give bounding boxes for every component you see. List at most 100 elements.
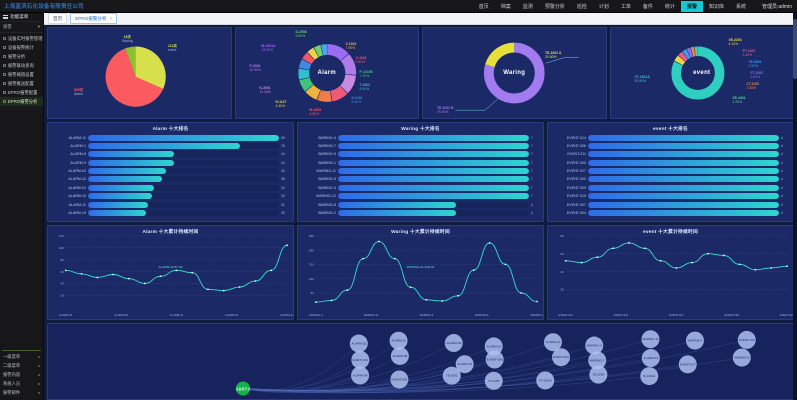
topnav-item-1[interactable]: 档案 [500, 3, 511, 10]
bar-row[interactable]: ALARM-1 78 [52, 142, 289, 149]
topnav-item-3[interactable]: 预警分析 [544, 3, 565, 10]
graph-node[interactable] [390, 370, 409, 389]
bar-row[interactable]: ALARM-8 44 [52, 151, 289, 158]
line-point[interactable] [346, 289, 349, 291]
panel-relation-graph[interactable]: ALARM-02 ALARM-11 ALARM-09 ALARM-01 ALARM-12… [47, 323, 794, 400]
line-point[interactable] [738, 263, 741, 266]
line-point[interactable] [488, 242, 491, 244]
graph-node[interactable] [588, 351, 607, 370]
graph-node[interactable] [455, 355, 474, 374]
line-point[interactable] [128, 277, 130, 280]
line-point[interactable] [770, 267, 773, 269]
topnav-item-10[interactable]: 知识库 [708, 3, 724, 10]
line-point[interactable] [330, 299, 333, 302]
line-point[interactable] [786, 265, 788, 268]
line-point[interactable] [722, 254, 725, 257]
sidebar-footer-item-0[interactable]: 一级菜单 [0, 352, 43, 361]
bar-row[interactable]: ALARM-10 33 [52, 193, 289, 200]
line-point[interactable] [536, 300, 538, 303]
graph-node[interactable] [484, 371, 503, 390]
topnav-item-2[interactable]: 监测 [522, 3, 533, 10]
line-point[interactable] [96, 276, 99, 279]
line-point[interactable] [564, 259, 567, 262]
bar-row[interactable]: ALARM-01 34 [52, 184, 289, 191]
topnav-item-5[interactable]: 计划 [598, 3, 609, 10]
sidebar-item-2[interactable]: 报警分析 [0, 52, 43, 61]
graph-node[interactable] [678, 355, 697, 374]
graph-node[interactable] [442, 366, 461, 385]
bar-row[interactable]: EVENT-002 4 [552, 176, 789, 183]
graph-node[interactable] [732, 348, 751, 367]
line-point[interactable] [175, 269, 178, 272]
topnav-item-0[interactable]: 首页 [478, 3, 489, 10]
line-point[interactable] [270, 269, 273, 272]
sidebar-item-3[interactable]: 报警联动查询 [0, 61, 43, 70]
topnav-item-8[interactable]: 统计 [664, 3, 675, 10]
bar-row[interactable]: EVENT-006 4 [552, 142, 789, 149]
bar-row[interactable]: ALARM-12 38 [52, 176, 289, 183]
bar-row[interactable]: WARING-1 7 [302, 159, 539, 166]
chevron-down-icon[interactable]: ▾ [37, 24, 40, 29]
line-point[interactable] [628, 242, 630, 244]
line-point[interactable] [64, 269, 67, 272]
line-point[interactable] [659, 259, 662, 262]
sidebar-item-5[interactable]: 报警推送配置 [0, 79, 43, 88]
bar-row[interactable]: WARING-9 7 [302, 151, 539, 158]
topnav-item-6[interactable]: 工单 [620, 3, 631, 10]
line-point[interactable] [254, 280, 257, 282]
line-point[interactable] [754, 268, 757, 271]
graph-node[interactable] [351, 350, 370, 369]
line-point[interactable] [378, 240, 380, 243]
line-point[interactable] [691, 261, 694, 264]
bar-row[interactable]: WARING-5 7 [302, 176, 539, 183]
graph-node[interactable] [552, 348, 571, 367]
bar-row[interactable]: ALARM-11 31 [52, 201, 289, 208]
graph-node[interactable] [349, 334, 368, 353]
line-point[interactable] [580, 261, 583, 264]
line-point[interactable] [643, 247, 646, 250]
line-point[interactable] [207, 288, 209, 291]
sidebar-footer-item-2[interactable]: 报警内容 [0, 370, 43, 379]
graph-node[interactable] [484, 337, 503, 356]
graph-node[interactable] [641, 349, 660, 368]
page-scrollbar[interactable] [793, 13, 797, 400]
topnav-item-11[interactable]: 系统 [735, 3, 746, 10]
tab-epro-alarm-analysis[interactable]: EPRO报警分析 × [70, 13, 118, 24]
bar-row[interactable]: WARING-4 7 [302, 134, 539, 141]
line-point[interactable] [520, 292, 523, 294]
line-point[interactable] [393, 257, 396, 260]
sidebar-item-0[interactable]: 设备实时报警管理 [0, 34, 43, 43]
line-point[interactable] [504, 263, 507, 266]
sidebar-footer-item-3[interactable]: 系统人员 [0, 380, 43, 389]
line-point[interactable] [707, 252, 709, 255]
line-point[interactable] [425, 298, 428, 301]
graph-node[interactable] [444, 334, 463, 353]
line-point[interactable] [314, 301, 317, 303]
bar-row[interactable]: ALARM-19 30 [52, 210, 289, 217]
line-point[interactable] [143, 282, 146, 285]
bar-row[interactable]: EVENT-015 4 [552, 193, 789, 200]
line-point[interactable] [286, 244, 288, 247]
graph-root-node[interactable] [236, 381, 250, 396]
line-point[interactable] [238, 286, 241, 288]
line-point[interactable] [191, 271, 194, 274]
bar-row[interactable]: WARING-3 7 [302, 184, 539, 191]
current-user-label[interactable]: 管理员:admin [761, 3, 792, 10]
bar-row[interactable]: WARING-8 4 [302, 201, 539, 208]
bar-row[interactable]: ALARM-9 44 [52, 159, 289, 166]
graph-node[interactable] [390, 346, 409, 365]
graph-node[interactable] [351, 366, 370, 385]
graph-node[interactable] [585, 336, 604, 355]
sidebar-header[interactable]: 功能菜单 [0, 13, 43, 22]
graph-node[interactable] [589, 365, 608, 384]
tab-home[interactable]: 首页 [48, 13, 68, 24]
bar-row[interactable]: EVENT-017 4 [552, 168, 789, 175]
graph-svg[interactable]: ALARM-02 ALARM-11 ALARM-09 ALARM-01 ALARM-12… [48, 324, 793, 399]
line-point[interactable] [409, 286, 412, 289]
relation-graph-chart[interactable]: ALARM-02 ALARM-11 ALARM-09 ALARM-01 ALARM-12… [48, 324, 793, 399]
graph-node[interactable] [737, 330, 756, 349]
bar-row[interactable]: WARING-12 7 [302, 193, 539, 200]
topnav-item-9[interactable]: 报警 [680, 0, 703, 12]
bar-row[interactable]: EVENT-014 4 [552, 134, 789, 141]
line-point[interactable] [441, 300, 444, 302]
